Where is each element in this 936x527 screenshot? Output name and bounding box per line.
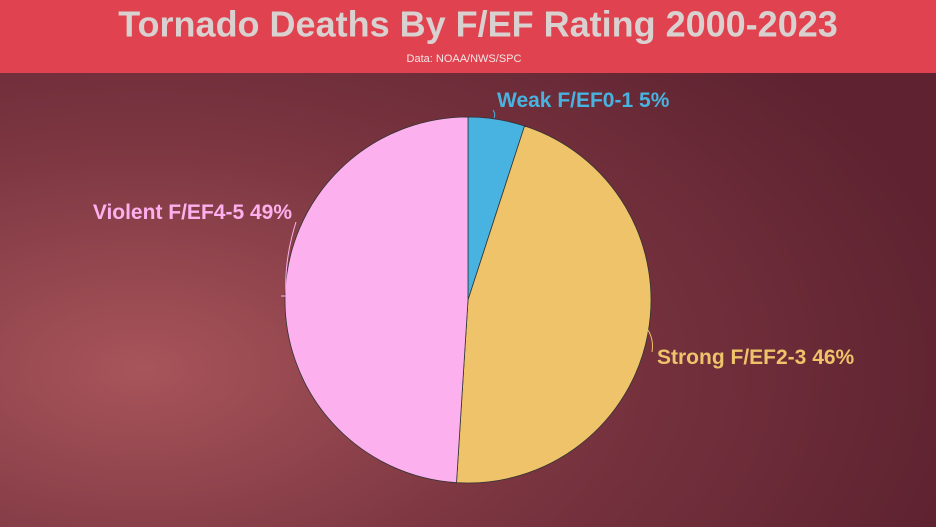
leader [647,329,653,353]
leader [492,109,496,119]
slice-label: Weak F/EF0-1 5% [497,89,670,112]
value-label: 46% [812,346,854,369]
pie-slice [284,116,469,484]
slice-label: Strong F/EF2-3 46% [657,346,855,369]
chart-subtitle: Data: NOAA/NWS/SPC [407,53,522,65]
chart-title: Tornado Deaths By F/EF Rating 2000-2023 [118,4,838,45]
value-label: 49% [250,201,292,224]
leader [281,221,297,297]
category-label: Violent F/EF4-5 [93,201,245,224]
pie-slice [456,125,652,484]
category-label: Strong F/EF2-3 [657,346,806,369]
header-bar [0,0,936,73]
category-label: Weak F/EF0-1 [497,89,633,112]
slice-label: Violent F/EF4-5 49% [93,201,293,224]
pie [284,116,652,484]
value-label: 5% [639,89,670,112]
